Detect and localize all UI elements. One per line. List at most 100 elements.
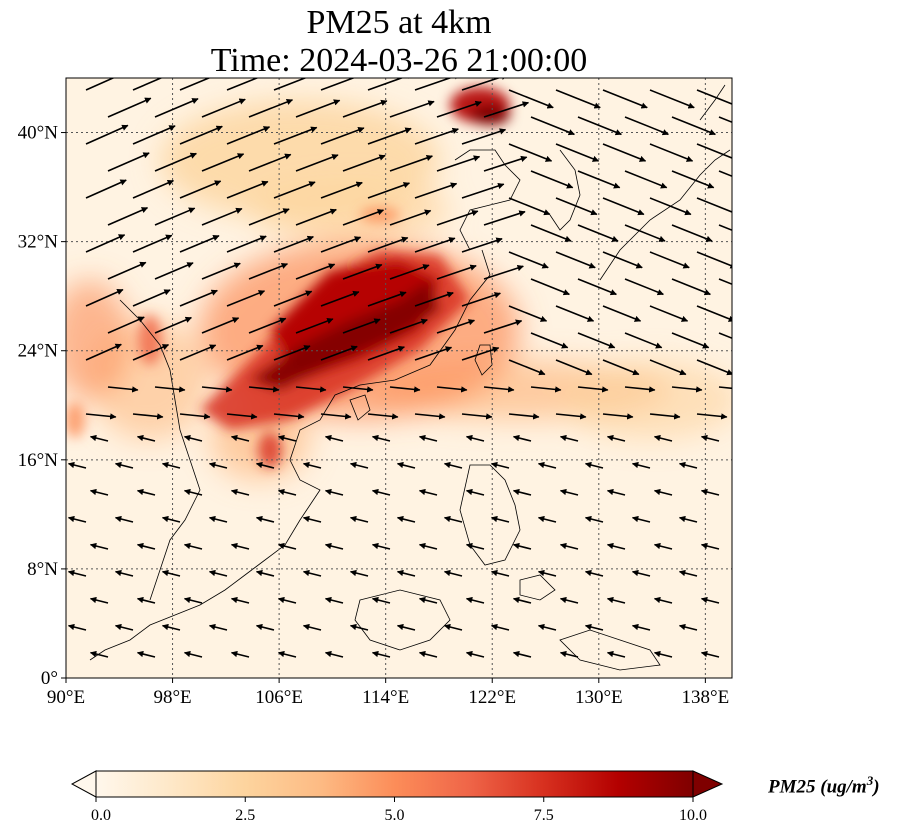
wind-arrow [226,413,258,420]
wind-arrow [396,569,416,577]
wind-arrow [483,101,530,118]
wind-arrow [483,210,526,226]
wind-arrow [302,569,322,577]
wind-arrow [208,623,228,631]
wind-arrow [696,359,732,376]
wind-arrow [512,488,532,496]
wind-arrow [273,78,308,91]
wind-arrow [320,126,365,145]
wind-arrow [606,650,626,658]
wind-arrow [512,434,532,442]
wind-arrow [277,488,297,496]
wind-arrow [320,236,362,253]
wind-arrow [67,569,87,577]
wind-arrow [483,386,515,393]
wind-arrow [248,386,280,393]
wind-arrow [537,461,557,469]
wind-arrow [490,461,510,469]
wind-arrow [295,208,337,226]
wind-arrow [201,98,246,118]
wind-arrow [678,623,698,631]
wind-arrow [201,207,243,226]
wind-arrow [606,434,626,442]
wind-arrow [201,153,245,172]
wind-arrow [107,316,145,334]
wind-arrow [700,434,720,442]
wind-arrow [183,596,203,604]
wind-arrow [584,515,604,523]
wind-arrow [696,89,732,105]
wind-arrow [349,461,369,469]
wind-arrow [602,143,647,162]
wind-arrow [555,359,593,376]
wind-arrow [324,542,344,550]
wind-arrow [414,291,454,307]
wind-arrow [461,292,501,307]
wind-arrow [530,386,562,393]
wind-arrow [718,386,732,390]
wind-arrow [559,488,579,496]
wind-arrow [67,623,87,631]
colorbar-tick-label: 7.5 [534,807,554,824]
wind-arrow [696,305,732,322]
wind-arrow [602,359,640,376]
wind-arrow [512,542,532,550]
wind-arrow [718,116,732,124]
wind-arrow [653,650,673,658]
wind-arrow [107,152,150,172]
wind-arrow [436,155,481,172]
wind-arrow [371,434,391,442]
wind-arrow [230,434,250,442]
wind-arrow [248,98,294,118]
wind-arrow [653,434,673,442]
wind-arrow [161,569,181,577]
wind-arrow [490,623,510,631]
wind-arrow [530,224,572,242]
wind-arrow [624,116,669,136]
wind-arrow [226,78,260,91]
wind-arrow [248,317,287,334]
wind-arrow [179,344,217,361]
wind-arrow [396,515,416,523]
wind-arrow [389,264,430,280]
wind-arrow [436,386,468,393]
wind-arrow [508,197,551,216]
wind-arrow [132,179,175,199]
plot-area [66,78,732,678]
lat-tick-label: 8°N [27,559,58,580]
wind-arrow [371,488,391,496]
wind-arrow [577,386,609,393]
wind-arrow [653,542,673,550]
wind-arrow [602,251,643,269]
lon-tick-label: 138°E [682,687,730,708]
wind-arrow [555,89,601,109]
wind-arrow [584,461,604,469]
wind-arrow [389,154,433,172]
wind-arrow [273,413,305,420]
wind-arrow [273,235,314,253]
wind-arrow [696,413,728,420]
wind-arrow [161,623,181,631]
wind-arrow [602,197,645,216]
wind-arrow [132,78,163,91]
colorbar-tick-label: 5.0 [385,807,405,824]
wind-arrow [696,251,732,269]
wind-arrow [436,100,482,118]
wind-arrow [324,434,344,442]
wind-arrow [248,208,290,226]
wind-arrow [273,345,311,361]
wind-arrow [443,515,463,523]
wind-arrow [649,143,694,162]
wind-arrow [389,209,432,226]
wind-arrow [161,461,181,469]
wind-arrow [342,263,383,280]
wind-arrow [530,116,575,136]
wind-arrow [295,386,327,393]
wind-arrow [559,542,579,550]
wind-arrow [530,332,569,349]
map-title: PM25 at 4km [306,4,492,41]
wind-arrow [114,515,134,523]
wind-arrow [389,386,421,393]
wind-arrow [649,359,687,376]
wind-arrow [85,78,115,91]
